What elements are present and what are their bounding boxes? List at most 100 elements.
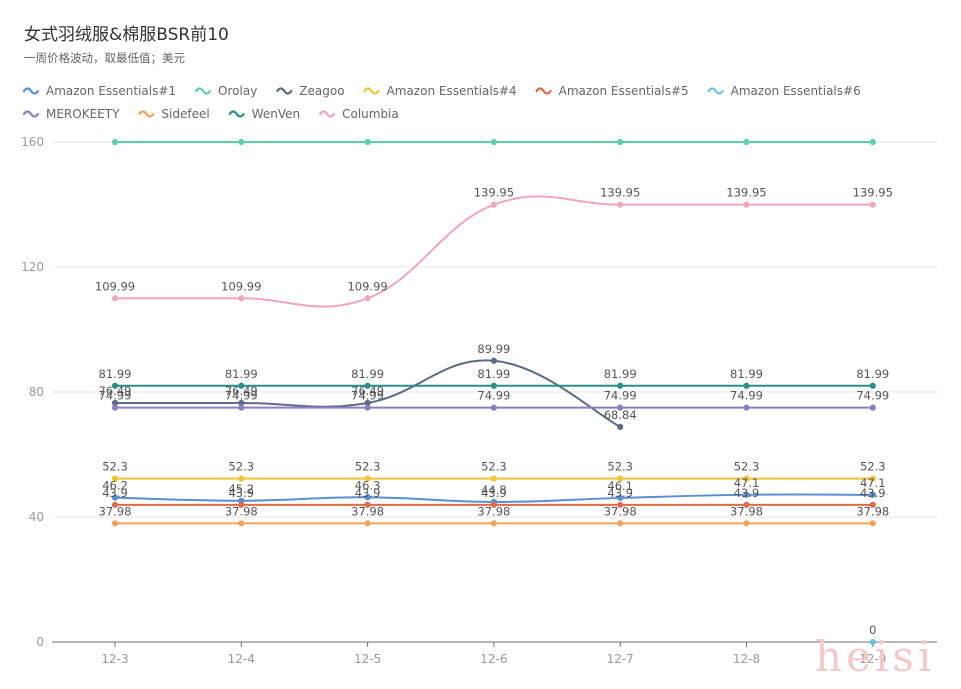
data-point[interactable] (869, 638, 876, 646)
data-point[interactable] (364, 494, 371, 501)
data-point[interactable] (869, 138, 876, 146)
data-label: 81.99 (856, 367, 889, 381)
x-tick-label: 12-6 (480, 652, 507, 666)
data-label: 37.98 (99, 504, 132, 518)
data-point[interactable] (490, 201, 497, 208)
data-point[interactable] (743, 404, 750, 411)
data-label: 52.3 (734, 460, 760, 474)
data-point[interactable] (111, 382, 119, 389)
legend-item[interactable]: Amazon Essentials#6 (707, 84, 861, 98)
data-point[interactable] (111, 501, 119, 508)
data-point[interactable] (869, 491, 876, 498)
data-point[interactable] (490, 382, 497, 389)
chart-title: 女式羽绒服&棉服BSR前10 (24, 25, 229, 45)
data-point[interactable] (869, 475, 876, 482)
data-point[interactable] (111, 295, 119, 302)
data-point[interactable] (490, 404, 497, 411)
series-sidefeel (111, 520, 876, 527)
legend-item[interactable]: Amazon Essentials#5 (535, 84, 689, 98)
data-point[interactable] (617, 382, 624, 389)
data-point[interactable] (238, 475, 245, 482)
data-point[interactable] (869, 501, 876, 508)
data-point[interactable] (617, 423, 624, 430)
chart-series (111, 138, 876, 646)
data-point[interactable] (490, 138, 497, 146)
data-point[interactable] (743, 491, 750, 498)
legend-label: Amazon Essentials#4 (387, 84, 517, 98)
legend-swatch-icon (363, 87, 380, 95)
data-point[interactable] (111, 138, 119, 146)
data-point[interactable] (743, 475, 750, 482)
data-label: 37.98 (856, 504, 889, 518)
data-label: 109.99 (95, 279, 135, 293)
data-point[interactable] (617, 520, 624, 527)
data-point[interactable] (111, 404, 119, 411)
series-amazon-essentials-4 (111, 475, 876, 482)
data-label: 43.9 (481, 486, 507, 500)
legend-item[interactable]: Columbia (319, 107, 399, 121)
data-point[interactable] (238, 138, 245, 146)
data-point[interactable] (364, 295, 371, 302)
legend-item[interactable]: WenVen (228, 107, 300, 121)
data-point[interactable] (364, 404, 371, 411)
data-label: 43.9 (607, 486, 633, 500)
data-point[interactable] (743, 382, 750, 389)
legend-item[interactable]: Zeagoo (276, 84, 345, 98)
data-point[interactable] (869, 382, 876, 389)
data-label: 47.1 (860, 476, 886, 490)
data-point[interactable] (364, 475, 371, 482)
data-point[interactable] (364, 138, 371, 146)
data-point[interactable] (869, 404, 876, 411)
legend-swatch-icon (228, 110, 245, 118)
legend-label: Zeagoo (299, 84, 344, 98)
data-point[interactable] (490, 475, 497, 482)
data-label: 43.9 (734, 486, 760, 500)
legend-item[interactable]: Orolay (194, 84, 257, 98)
data-point[interactable] (111, 494, 119, 501)
data-point[interactable] (238, 501, 245, 508)
data-point[interactable] (238, 520, 245, 527)
legend-item[interactable]: Amazon Essentials#4 (363, 84, 517, 98)
data-point[interactable] (743, 501, 750, 508)
data-point[interactable] (490, 520, 497, 527)
data-point[interactable] (617, 138, 624, 146)
series-wenven (111, 382, 876, 389)
data-point[interactable] (617, 475, 624, 482)
data-label: 74.99 (99, 389, 132, 403)
data-label: 52.3 (481, 460, 507, 474)
data-point[interactable] (617, 501, 624, 508)
legend-swatch-icon (276, 87, 293, 95)
data-point[interactable] (490, 501, 497, 508)
legend-swatch-icon (22, 87, 40, 95)
legend-item[interactable]: Sidefeel (138, 107, 210, 121)
data-point[interactable] (617, 494, 624, 502)
data-label: 76.49 (99, 384, 132, 398)
data-point[interactable] (238, 295, 245, 302)
data-point[interactable] (238, 404, 245, 411)
data-label: 139.95 (726, 186, 766, 200)
data-label: 43.9 (355, 486, 381, 500)
legend-label: Amazon Essentials#6 (731, 84, 861, 98)
legend-swatch-icon (138, 110, 155, 118)
chart-legend: Amazon Essentials#1 Orolay Zeagoo Amazon Es… (22, 84, 861, 121)
data-label: 76.49 (351, 384, 384, 398)
data-point[interactable] (743, 201, 750, 208)
data-label: 46.1 (607, 479, 633, 493)
legend-item[interactable]: Amazon Essentials#1 (22, 84, 176, 98)
data-point[interactable] (364, 382, 371, 389)
data-label: 46.3 (355, 478, 381, 492)
data-point[interactable] (743, 138, 750, 146)
data-point[interactable] (111, 520, 119, 527)
data-point[interactable] (238, 382, 245, 389)
data-point[interactable] (743, 520, 750, 527)
data-point[interactable] (111, 475, 119, 482)
data-point[interactable] (869, 520, 876, 527)
legend-item[interactable]: MEROKEETY (22, 107, 120, 121)
data-point[interactable] (869, 201, 876, 208)
data-point[interactable] (364, 501, 371, 508)
data-point[interactable] (617, 201, 624, 208)
data-point[interactable] (490, 357, 497, 364)
data-point[interactable] (364, 520, 371, 527)
data-point[interactable] (617, 404, 624, 411)
